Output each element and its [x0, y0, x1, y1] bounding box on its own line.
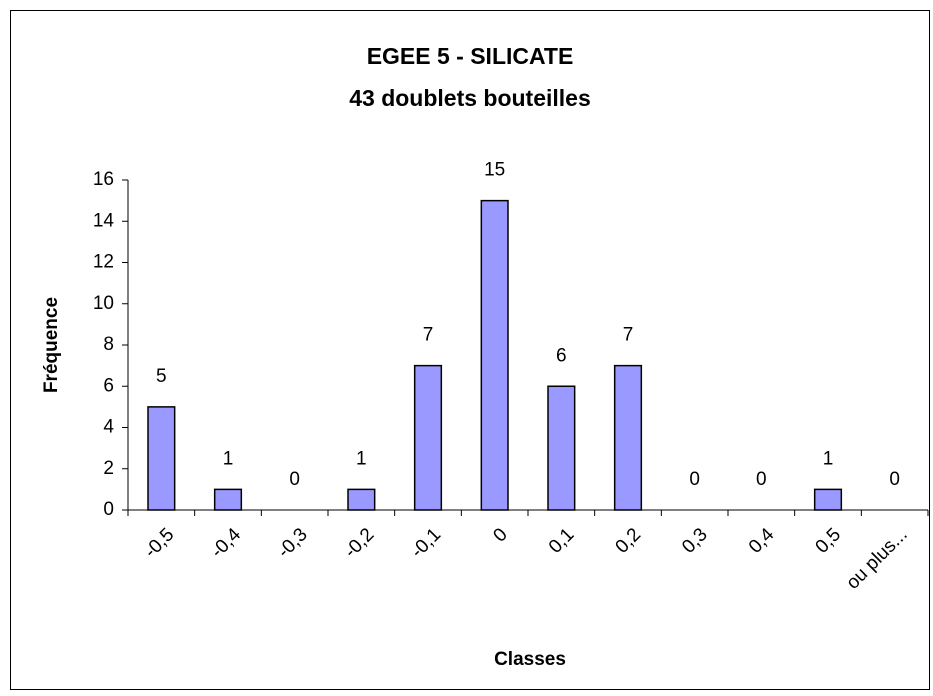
bar: [480, 199, 509, 511]
y-tick-label: 16: [93, 169, 114, 190]
data-label: 5: [156, 366, 167, 387]
bar: [347, 488, 376, 511]
chart-border: [10, 10, 930, 690]
bar: [213, 488, 243, 511]
y-tick-label: 10: [93, 293, 114, 314]
data-label: 7: [623, 325, 634, 346]
bar: [147, 406, 176, 511]
y-tick-label: 2: [103, 458, 114, 479]
data-label: 7: [423, 325, 434, 346]
data-label: 1: [223, 448, 234, 469]
y-tick-label: 6: [103, 375, 114, 396]
data-label: 0: [756, 469, 767, 490]
data-label: 1: [823, 448, 834, 469]
data-label: 0: [289, 469, 300, 490]
y-tick-label: 14: [93, 210, 115, 231]
data-label: 6: [556, 345, 567, 366]
data-label: 1: [356, 448, 367, 469]
y-axis-title: Fréquence: [41, 297, 62, 393]
y-tick-label: 12: [93, 252, 114, 273]
data-label: 15: [484, 160, 505, 181]
bar: [547, 385, 576, 511]
bar: [813, 488, 843, 511]
y-tick-label: 8: [103, 334, 114, 355]
bar: [413, 364, 443, 511]
data-label: 0: [689, 469, 700, 490]
bar: [613, 364, 643, 511]
y-tick-label: 4: [103, 417, 114, 438]
data-label: 0: [889, 469, 900, 490]
x-axis-title: Classes: [494, 649, 566, 670]
chart-title: EGEE 5 - SILICATE: [367, 43, 574, 69]
y-tick-label: 0: [103, 499, 114, 520]
chart-subtitle: 43 doublets bouteilles: [349, 85, 591, 111]
